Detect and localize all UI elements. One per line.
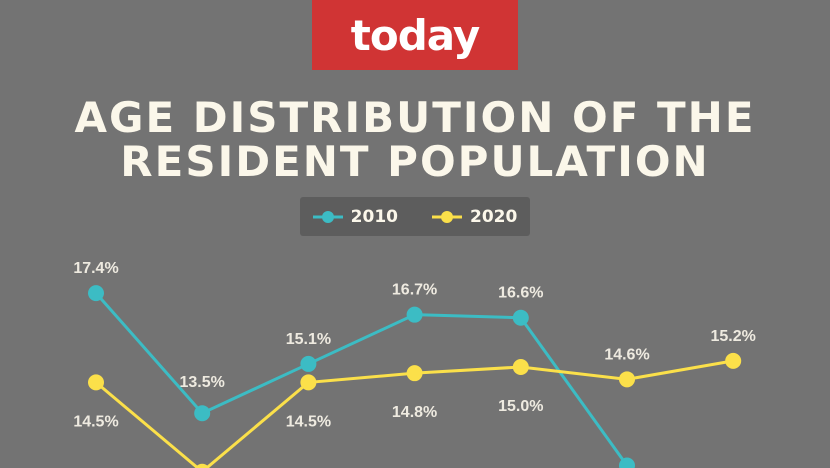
today-logo: today xyxy=(312,0,518,70)
legend: 2010 2020 xyxy=(300,197,530,236)
chart-title-line-2: RESIDENT POPULATION xyxy=(120,137,710,186)
series-line-2010 xyxy=(94,292,629,467)
data-label-2010: 15.1% xyxy=(286,331,331,348)
data-label-2020: 15.0% xyxy=(498,398,543,415)
data-label-2020: 15.2% xyxy=(711,328,756,345)
legend-item-2020: 2020 xyxy=(432,207,517,227)
chart-title-line-1: AGE DISTRIBUTION OF THE xyxy=(74,93,756,142)
data-point-2020 xyxy=(406,365,423,382)
data-label-2010: 17.4% xyxy=(73,260,118,277)
data-point-2010 xyxy=(406,306,423,323)
data-point-2020 xyxy=(512,359,529,376)
data-label-2010: 16.7% xyxy=(392,282,437,299)
legend-label-2020: 2020 xyxy=(470,206,518,227)
data-point-2020 xyxy=(725,352,742,369)
data-label-2010: 16.6% xyxy=(498,285,543,302)
data-point-2010 xyxy=(194,405,211,422)
legend-label-2010: 2010 xyxy=(350,206,398,227)
data-label-2020: 14.6% xyxy=(604,346,649,363)
data-label-2020: 14.8% xyxy=(392,404,437,421)
data-label-2020: 14.5% xyxy=(286,413,331,430)
data-label-2010: 13.5% xyxy=(180,374,225,391)
data-point-2010 xyxy=(88,285,104,302)
legend-marker-2010 xyxy=(312,210,343,223)
data-point-2020 xyxy=(300,374,317,391)
data-point-2010 xyxy=(300,355,317,372)
legend-marker-2020 xyxy=(432,210,462,223)
data-point-2020 xyxy=(88,374,104,391)
data-label-2020: 14.5% xyxy=(73,413,118,430)
data-point-2010 xyxy=(512,309,529,326)
legend-item-2010: 2010 xyxy=(312,206,398,227)
data-point-2020 xyxy=(195,463,210,468)
data-point-2010 xyxy=(619,457,635,468)
data-point-2020 xyxy=(619,371,635,388)
